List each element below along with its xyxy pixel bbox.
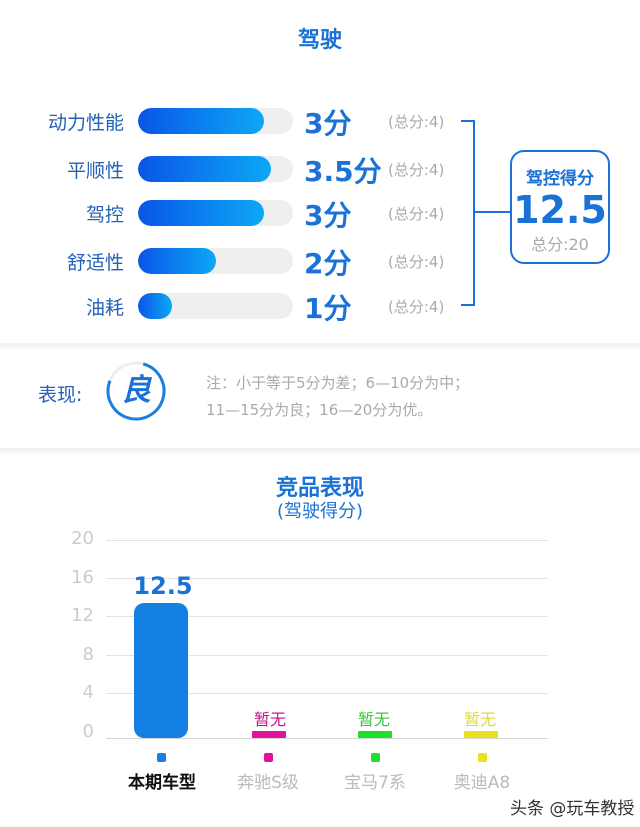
metric-label: 平顺性 bbox=[66, 160, 124, 182]
metric-score: 3.5分 bbox=[304, 155, 382, 188]
metric-total: (总分:4) bbox=[388, 205, 445, 223]
legend-bmw: 宝马7系 bbox=[344, 773, 406, 793]
performance-label: 表现: bbox=[38, 384, 83, 406]
total-score-box: 驾控得分 12.5 总分:20 bbox=[510, 150, 610, 264]
progress-track bbox=[138, 108, 293, 134]
y-tick: 12 bbox=[71, 605, 94, 626]
y-tick: 16 bbox=[71, 567, 94, 588]
legend-dot-icon bbox=[264, 753, 273, 762]
progress-track bbox=[138, 248, 293, 274]
total-score-value: 12.5 bbox=[513, 188, 607, 232]
gridline bbox=[106, 693, 548, 694]
y-tick: 0 bbox=[82, 721, 94, 742]
progress-track bbox=[138, 156, 293, 182]
bar-benz bbox=[252, 731, 286, 738]
note-line-2: 11—15分为良；16—20分为优。 bbox=[206, 401, 433, 419]
metric-score: 3分 bbox=[304, 199, 352, 232]
metric-label: 舒适性 bbox=[66, 252, 124, 274]
metric-total: (总分:4) bbox=[388, 161, 445, 179]
metric-label: 驾控 bbox=[85, 204, 124, 226]
y-tick: 4 bbox=[82, 682, 94, 703]
section-divider bbox=[0, 448, 640, 454]
legend-dot-icon bbox=[371, 753, 380, 762]
grading-note: 注：小于等于5分为差；6—10分为中； 11—15分为良；16—20分为优。 bbox=[206, 370, 469, 424]
chart-title: 竞品表现 bbox=[275, 476, 364, 501]
y-tick: 20 bbox=[71, 528, 94, 549]
gridline bbox=[106, 540, 548, 541]
metric-label: 动力性能 bbox=[47, 112, 124, 134]
y-tick: 8 bbox=[82, 644, 94, 665]
gridline bbox=[106, 578, 548, 579]
metric-score: 2分 bbox=[304, 247, 352, 280]
bar-value-label: 暂无 bbox=[357, 710, 390, 729]
legend-current-model: 本期车型 bbox=[128, 773, 196, 793]
metric-score: 3分 bbox=[304, 107, 352, 140]
metric-total: (总分:4) bbox=[388, 113, 445, 131]
bar-value-label: 12.5 bbox=[133, 572, 193, 600]
legend-dot-icon bbox=[157, 753, 166, 762]
chart-subtitle: (驾驶得分) bbox=[276, 501, 364, 522]
note-line-1: 注：小于等于5分为差；6—10分为中； bbox=[206, 374, 470, 392]
watermark: 头条 @玩车教授 bbox=[510, 799, 635, 819]
bar-current-model bbox=[134, 603, 188, 738]
legend-audi: 奥迪A8 bbox=[453, 773, 511, 793]
section-divider bbox=[0, 343, 640, 349]
total-score-title: 驾控得分 bbox=[526, 169, 594, 189]
grade-ring-icon bbox=[106, 361, 166, 421]
metric-total: (总分:4) bbox=[388, 298, 445, 316]
metric-total: (总分:4) bbox=[388, 253, 445, 271]
metric-label: 油耗 bbox=[85, 297, 124, 319]
bar-bmw bbox=[358, 731, 392, 738]
progress-fill bbox=[138, 293, 172, 319]
legend-dot-icon bbox=[478, 753, 487, 762]
bracket-stem bbox=[475, 211, 511, 213]
progress-track bbox=[138, 293, 293, 319]
progress-fill bbox=[138, 156, 271, 182]
progress-fill bbox=[138, 200, 264, 226]
legend-benz: 奔驰S级 bbox=[237, 773, 299, 793]
bar-value-label: 暂无 bbox=[463, 710, 496, 729]
x-axis-line bbox=[106, 738, 548, 739]
metric-score: 1分 bbox=[304, 292, 352, 325]
gridline bbox=[106, 616, 548, 617]
bracket-connector bbox=[461, 120, 475, 306]
section-title-driving: 驾驶 bbox=[297, 28, 342, 53]
gridline bbox=[106, 655, 548, 656]
progress-fill bbox=[138, 108, 264, 134]
progress-fill bbox=[138, 248, 216, 274]
total-score-max: 总分:20 bbox=[531, 235, 589, 254]
grade-badge: 良 bbox=[121, 373, 151, 408]
bar-audi bbox=[464, 731, 498, 738]
bar-value-label: 暂无 bbox=[253, 710, 286, 729]
progress-track bbox=[138, 200, 293, 226]
